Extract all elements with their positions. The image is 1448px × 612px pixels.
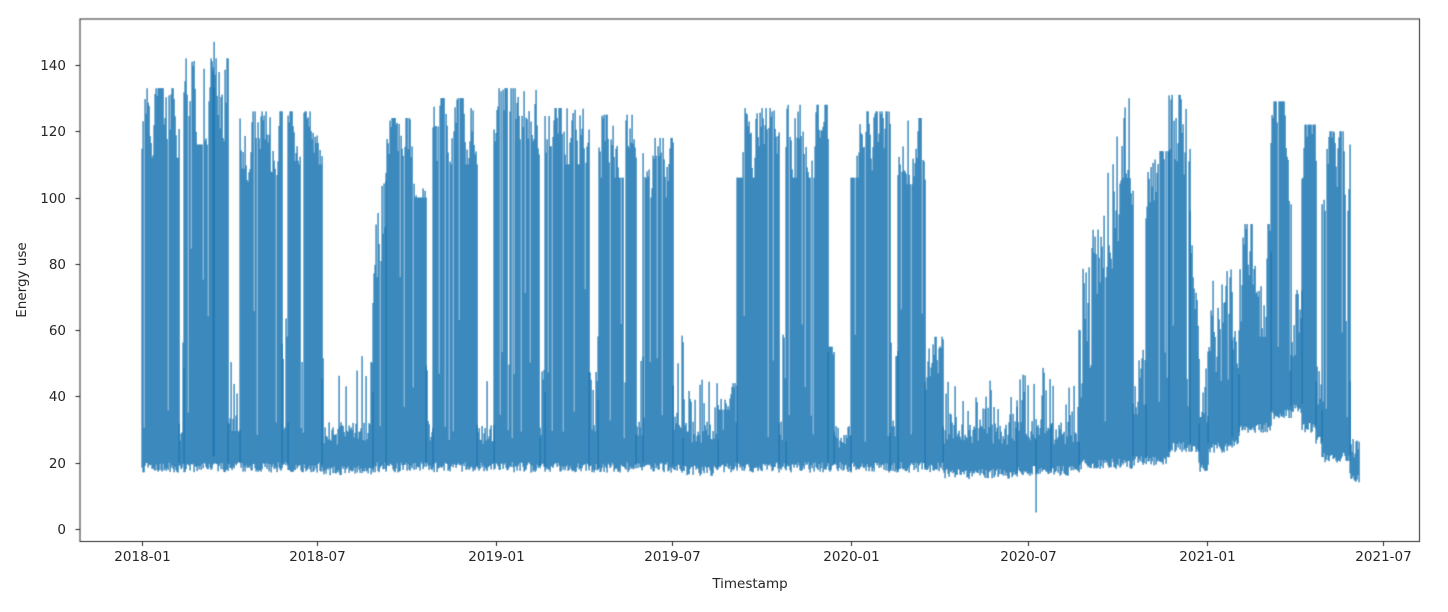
x-tick-label: 2019-07 xyxy=(644,549,701,565)
y-axis-label: Energy use xyxy=(14,242,30,318)
y-tick-label: 100 xyxy=(40,190,66,207)
x-tick-label: 2021-07 xyxy=(1355,549,1412,565)
y-tick-label: 20 xyxy=(48,455,66,472)
x-tick-label: 2020-01 xyxy=(823,549,880,565)
y-tick-label: 40 xyxy=(48,388,66,405)
x-tick-label: 2021-01 xyxy=(1179,549,1236,565)
y-tick-label: 140 xyxy=(40,57,66,74)
x-tick-label: 2020-07 xyxy=(1000,549,1057,565)
y-tick-label: 60 xyxy=(48,322,66,339)
x-tick-label: 2019-01 xyxy=(468,549,525,565)
x-axis-label: Timestamp xyxy=(712,576,788,592)
y-tick-label: 120 xyxy=(40,123,66,140)
x-tick-label: 2018-07 xyxy=(289,549,346,565)
y-tick-label: 80 xyxy=(48,256,66,273)
x-tick-label: 2018-01 xyxy=(114,549,171,565)
y-tick-label: 0 xyxy=(57,521,66,538)
